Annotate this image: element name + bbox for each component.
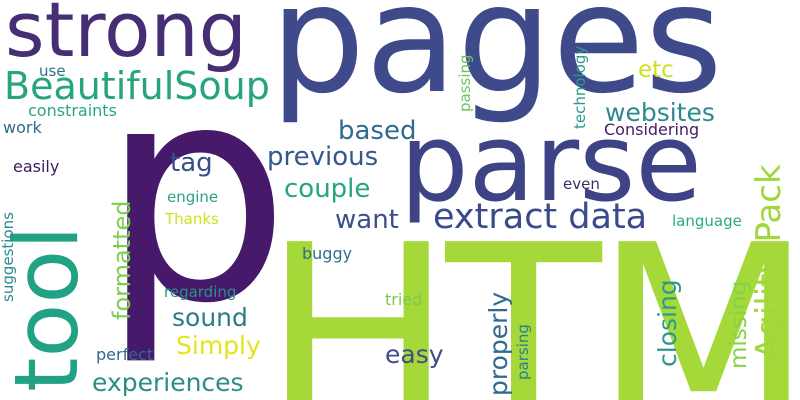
word-strong: strong	[5, 0, 247, 74]
word-tag: tag	[170, 148, 213, 178]
word-missing: missing	[726, 280, 752, 369]
word-p: p	[100, 20, 291, 369]
word-agility-pack: Agility Pack	[749, 164, 789, 360]
word-perfect: perfect	[96, 345, 154, 364]
word-want: want	[335, 205, 399, 235]
word-sound: sound	[172, 303, 248, 332]
word-regarding: regarding	[164, 283, 237, 301]
word-constraints: constraints	[28, 101, 117, 120]
word-pages: pages	[270, 0, 723, 127]
word-beautifulsoup: BeautifulSoup	[4, 64, 270, 108]
word-experiences: experiences	[92, 368, 244, 397]
word-based: based	[338, 116, 417, 146]
word-technology: technology	[571, 45, 589, 129]
word-engine: engine	[167, 188, 219, 206]
word-parse: parse	[400, 101, 702, 226]
word-passing: passing	[456, 54, 474, 112]
word-tried: tried	[385, 290, 423, 309]
word-couple: couple	[284, 174, 371, 204]
word-easy: easy	[385, 340, 444, 369]
word-use: use	[39, 62, 66, 80]
word-thanks: Thanks	[165, 210, 219, 228]
word-extract-data: extract data	[433, 197, 648, 237]
word-closing: closing	[653, 279, 682, 367]
word-parsing: parsing	[514, 324, 532, 380]
word-previous: previous	[267, 142, 379, 172]
word-even: even	[563, 175, 600, 193]
word-websites: websites	[605, 98, 715, 127]
word-simply: Simply	[176, 331, 261, 360]
word-formatted: formatted	[108, 200, 136, 320]
word-work: work	[3, 118, 42, 137]
word-considering: Considering	[604, 120, 700, 139]
word-easily: easily	[13, 157, 60, 176]
word-suggestions: suggestions	[0, 212, 17, 302]
word-buggy: buggy	[302, 244, 353, 263]
word-html: HTML	[262, 191, 800, 400]
word-etc: etc	[638, 57, 674, 83]
word-language: language	[672, 212, 742, 230]
word-properly: properly	[484, 291, 513, 396]
